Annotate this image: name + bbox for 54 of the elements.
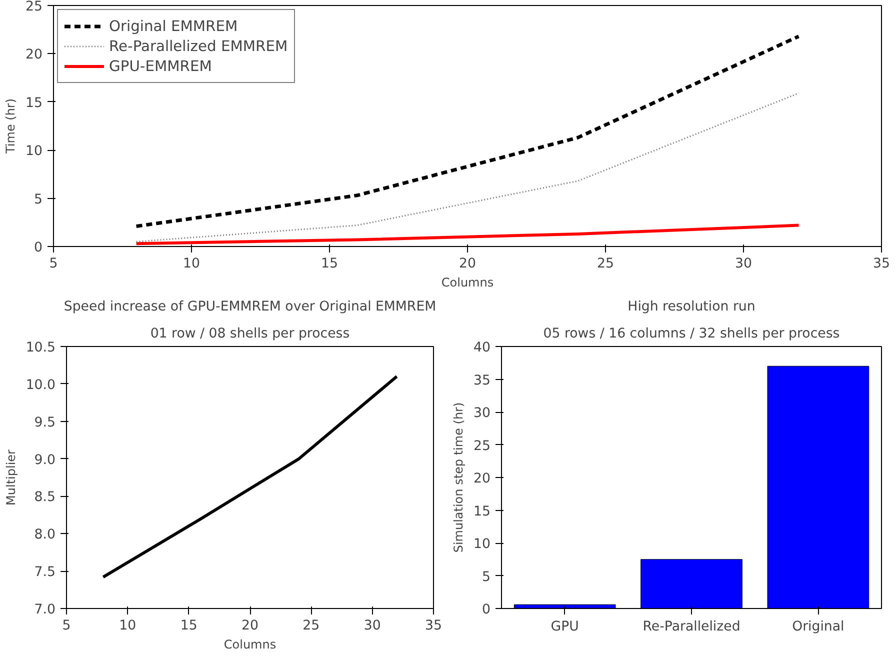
x-tick-label: 35 [425,618,442,634]
x-tick-label: 35 [873,256,890,272]
y-tick-label: 8.0 [34,528,56,543]
x-tick-label: 15 [321,256,338,272]
x-tick-label: 25 [302,618,320,634]
y-tick-label: 15 [26,96,43,111]
line-series [136,92,800,242]
x-tick-label: 15 [180,618,198,634]
legend-label: Re-Parallelized EMMREM [109,38,288,54]
x-tick-label: Original [792,620,844,634]
x-tick-label: 20 [242,618,258,634]
x-tick-label: GPU [550,620,579,634]
x-tick-label: Re-Parallelized [642,620,740,634]
legend-label: GPU-EMMREM [109,58,212,74]
y-tick-label: 10 [26,144,43,160]
x-tick-label: 5 [62,618,71,634]
y-tick-label: 5 [482,570,491,585]
chart-subtitle: 05 rows / 16 columns / 32 shells per process [543,326,840,342]
y-tick-label: 20 [26,48,43,63]
legend-label: Original EMMREM [109,18,238,34]
chart-title: Speed increase of GPU-EMMREM over Original EMMREM [64,300,436,314]
y-tick-label: 30 [474,406,491,421]
x-axis-title: Columns [441,276,494,290]
y-tick-label: 9.0 [34,452,56,468]
x-tick-label: 30 [364,618,381,634]
y-tick-label: 0 [34,240,43,256]
y-tick-label: 5 [34,192,43,208]
y-tick-label: 10 [474,537,491,552]
y-tick-label: 9.5 [34,415,56,430]
y-tick-label: 35 [474,373,491,388]
x-tick-label: 30 [735,256,752,272]
y-axis-title: Simulation step time (hr) [452,402,466,553]
y-tick-label: 25 [26,0,43,14]
y-tick-label: 10.5 [26,340,56,356]
x-tick-label: 10 [183,256,200,272]
y-tick-label: 25 [474,438,491,454]
y-axis-title: Time (hr) [4,98,18,155]
chart-title: High resolution run [628,300,756,314]
x-axis-title: Columns [224,638,276,652]
x-tick-label: 20 [459,256,476,272]
y-tick-label: 7.5 [34,565,56,580]
y-tick-label: 0 [482,602,491,618]
y-axis-title: Multiplier [4,449,18,506]
y-tick-label: 20 [474,472,491,486]
y-tick-label: 40 [474,340,491,356]
line-series [102,374,398,579]
line-series [134,224,800,246]
x-tick-label: 10 [119,618,136,634]
y-tick-label: 7.0 [34,602,56,618]
chart-subtitle: 01 row / 08 shells per process [150,326,350,342]
y-tick-label: 10.0 [26,378,56,393]
y-tick-label: 8.5 [34,490,56,506]
y-tick-label: 15 [474,504,491,520]
x-tick-label: 25 [597,256,614,272]
